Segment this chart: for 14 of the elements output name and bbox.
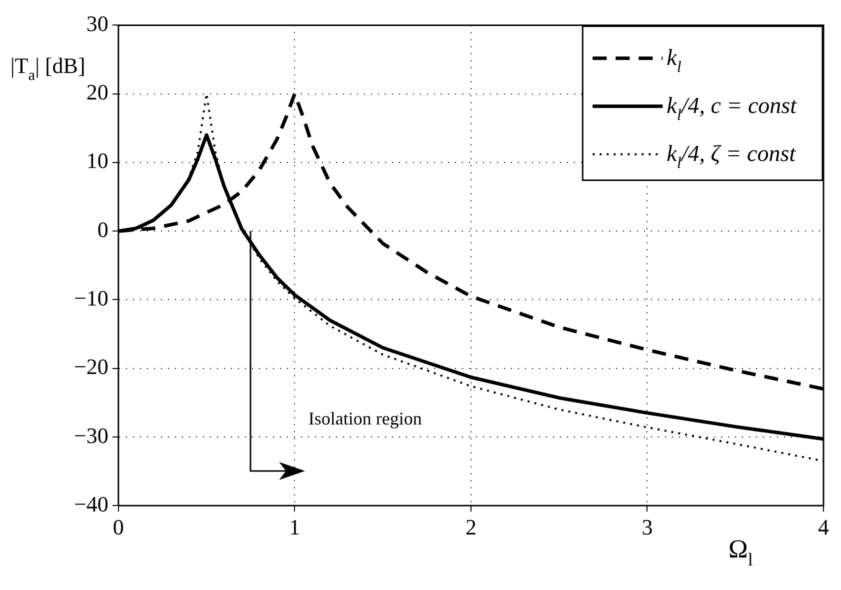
annotation: Isolation region bbox=[308, 408, 422, 429]
x-tick-label: 2 bbox=[465, 514, 476, 540]
x-tick-label: 4 bbox=[818, 514, 829, 540]
y-tick-label: 20 bbox=[86, 80, 108, 105]
y-tick-label: 10 bbox=[86, 148, 108, 174]
y-tick-label: 0 bbox=[97, 216, 108, 242]
x-tick-label: 1 bbox=[289, 514, 300, 540]
x-tick-label: 0 bbox=[112, 514, 124, 540]
y-tick-label: −10 bbox=[74, 285, 108, 310]
y-tick-label: −20 bbox=[74, 354, 108, 380]
y-tick-label: −30 bbox=[74, 422, 108, 448]
x-tick-label: 3 bbox=[642, 514, 653, 540]
y-tick-label: 30 bbox=[86, 10, 108, 36]
y-tick-label: −40 bbox=[74, 491, 108, 516]
